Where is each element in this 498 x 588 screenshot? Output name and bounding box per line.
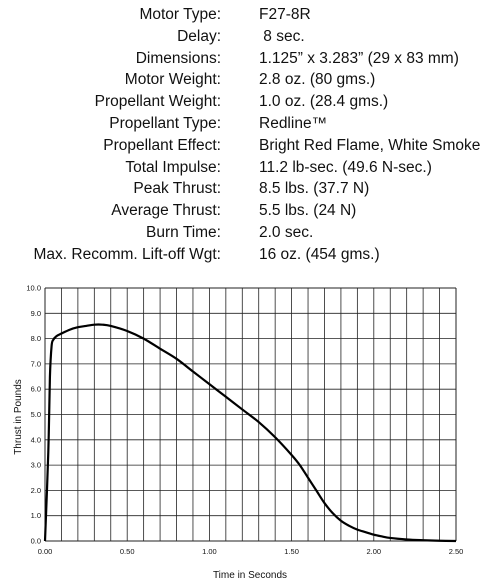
spec-value: 2.0 sec. [259, 223, 314, 241]
spec-label: Motor Weight: [124, 71, 221, 89]
spec-value: 2.8 oz. (80 gms.) [259, 71, 376, 89]
spec-value: 1.125” x 3.283” (29 x 83 mm) [259, 49, 459, 67]
spec-value: Bright Red Flame, White Smoke [259, 136, 481, 154]
y-tick-label: 6.0 [31, 385, 41, 394]
y-tick-label: 0.0 [31, 537, 41, 546]
spec-label: Peak Thrust: [133, 180, 221, 198]
spec-row-max-liftoff-weight: Max. Recomm. Lift-off Wgt: 16 oz. (454 g… [0, 244, 498, 266]
thrust-curve-line [43, 323, 457, 543]
y-tick-labels: 0.0 1.0 2.0 3.0 4.0 5.0 6.0 7.0 8.0 9.0 10.0 [26, 284, 41, 546]
spec-value: 8.5 lbs. (37.7 N) [259, 180, 370, 198]
motor-specs: Motor Type: F27-8R Delay: 8 sec. Dimensi… [0, 4, 498, 266]
spec-label: Dimensions: [135, 49, 221, 67]
spec-label: Delay: [177, 27, 221, 45]
spec-label: Motor Type: [139, 6, 221, 23]
spec-row-total-impulse: Total Impulse: 11.2 lb-sec. (49.6 N-sec.… [0, 157, 498, 179]
x-tick-label: 1.00 [202, 547, 217, 556]
spec-value: F27-8R [259, 6, 311, 23]
spec-row-propellant-weight: Propellant Weight: 1.0 oz. (28.4 gms.) [0, 91, 498, 113]
spec-label: Propellant Effect: [103, 136, 221, 154]
x-tick-label: 2.00 [366, 547, 381, 556]
y-tick-label: 7.0 [31, 359, 41, 368]
y-tick-label: 2.0 [31, 486, 41, 495]
spec-row-dimensions: Dimensions: 1.125” x 3.283” (29 x 83 mm) [0, 48, 498, 70]
spec-row-motor-weight: Motor Weight: 2.8 oz. (80 gms.) [0, 69, 498, 91]
spec-row-propellant-type: Propellant Type: Redline™ [0, 113, 498, 135]
spec-value: 16 oz. (454 gms.) [259, 245, 380, 263]
spec-row-peak-thrust: Peak Thrust: 8.5 lbs. (37.7 N) [0, 178, 498, 200]
spec-label: Propellant Weight: [94, 93, 221, 111]
spec-value: 1.0 oz. (28.4 gms.) [259, 93, 389, 111]
spec-row-burn-time: Burn Time: 2.0 sec. [0, 222, 498, 244]
y-tick-label: 8.0 [31, 334, 41, 343]
spec-label: Max. Recomm. Lift-off Wgt: [33, 245, 221, 263]
x-tick-label: 1.50 [284, 547, 299, 556]
spec-row-motor-type: Motor Type: F27-8R [0, 4, 498, 26]
y-tick-label: 9.0 [31, 309, 41, 318]
spec-value: 5.5 lbs. (24 N) [259, 202, 357, 220]
spec-value: 8 sec. [259, 27, 305, 45]
y-tick-label: 3.0 [31, 461, 41, 470]
y-tick-label: 10.0 [26, 284, 41, 293]
x-tick-label: 2.50 [449, 547, 464, 556]
y-tick-label: 1.0 [31, 511, 41, 520]
y-axis-label: Thrust in Pounds [13, 379, 24, 455]
spec-label: Propellant Type: [109, 114, 221, 132]
x-tick-label: 0.50 [120, 547, 135, 556]
spec-row-delay: Delay: 8 sec. [0, 26, 498, 48]
spec-label: Average Thrust: [111, 202, 221, 220]
y-tick-label: 5.0 [31, 410, 41, 419]
x-tick-label: 0.00 [38, 547, 53, 556]
x-tick-labels: 0.00 0.50 1.00 1.50 2.00 2.50 [38, 547, 464, 556]
y-tick-label: 4.0 [31, 435, 41, 444]
thrust-curve-chart: 0.00 0.50 1.00 1.50 2.00 2.50 0.0 1.0 2.0 3.0 4.0… [13, 284, 464, 582]
spec-row-propellant-effect: Propellant Effect: Bright Red Flame, Whi… [0, 135, 498, 157]
x-axis-label: Time in Seconds [213, 570, 287, 581]
spec-value: Redline™ [259, 114, 328, 132]
spec-label: Burn Time: [146, 223, 221, 241]
spec-label: Total Impulse: [125, 158, 221, 176]
spec-value: 11.2 lb-sec. (49.6 N-sec.) [259, 158, 432, 176]
spec-row-average-thrust: Average Thrust: 5.5 lbs. (24 N) [0, 200, 498, 222]
